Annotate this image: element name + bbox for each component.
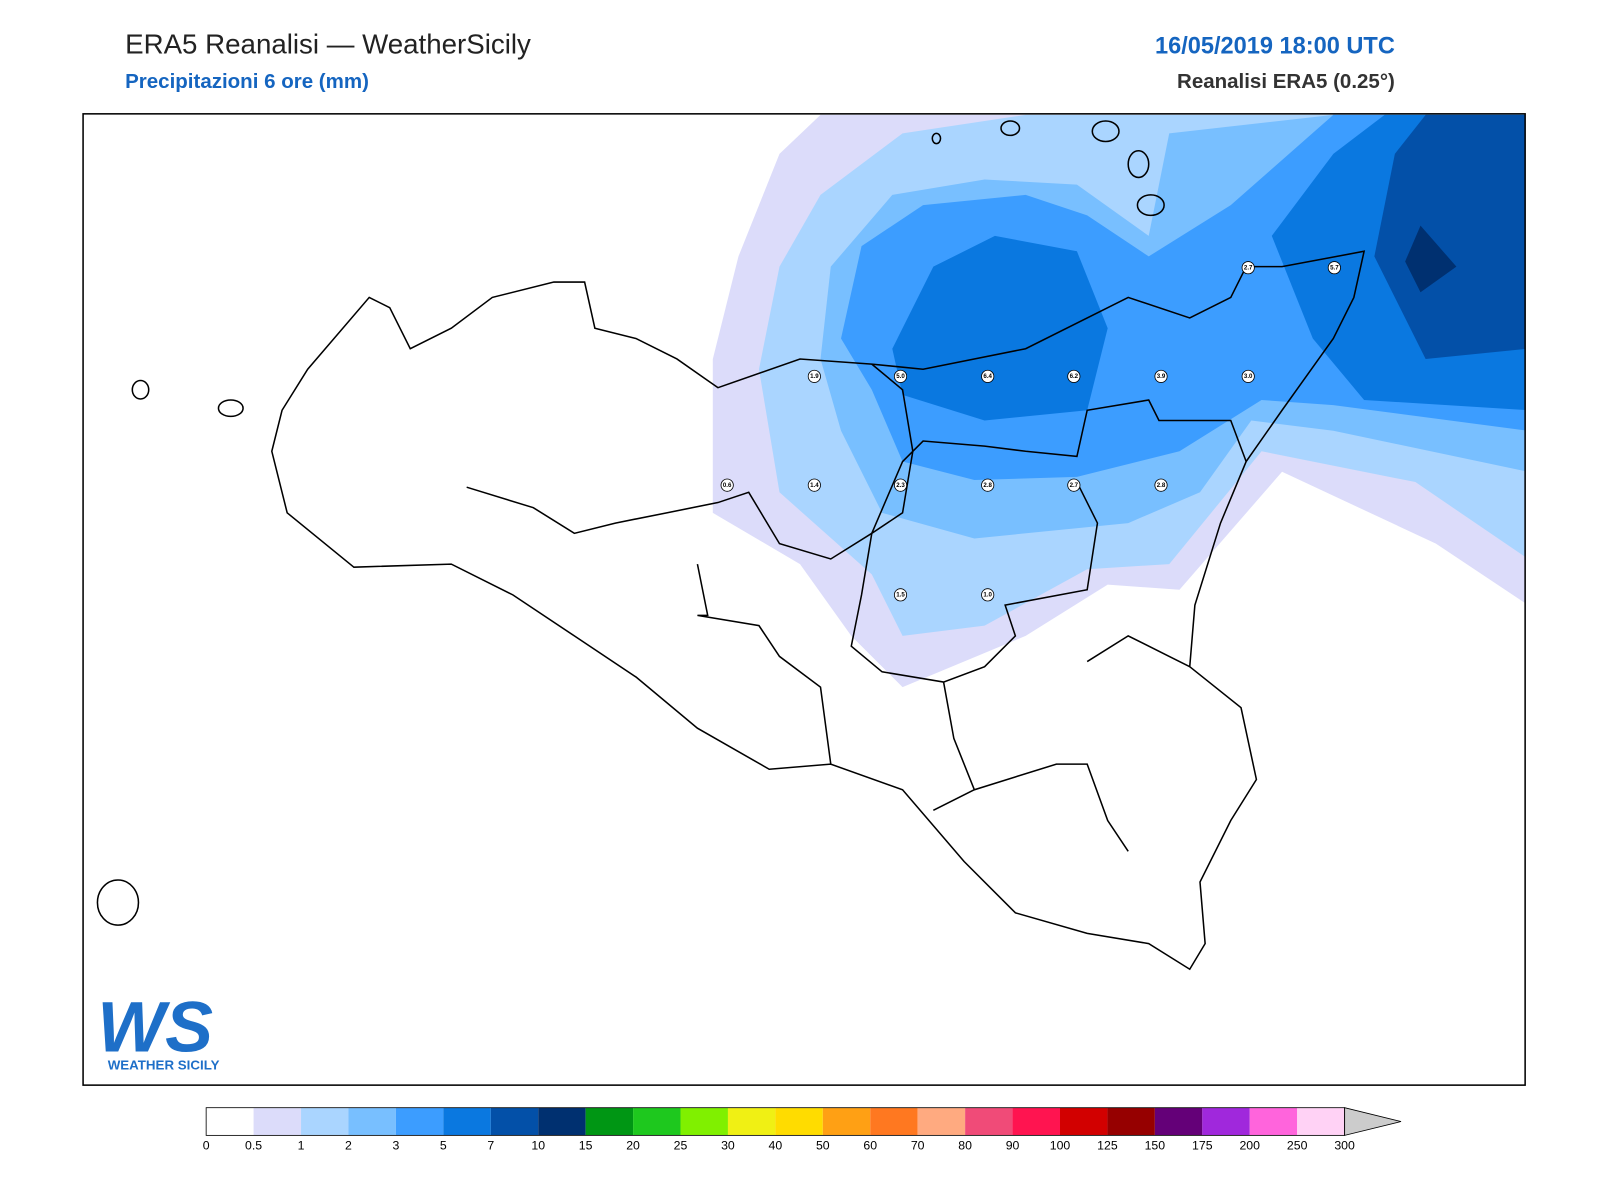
station-value: 3.0 (1244, 373, 1253, 380)
colorbar-tick-label: 0 (203, 1139, 210, 1153)
colorbar-bin (348, 1107, 396, 1136)
colorbar-tick-label: 70 (911, 1139, 925, 1153)
station-value: 3.9 (1157, 373, 1166, 380)
colorbar-bin (1202, 1107, 1250, 1136)
station-marker (981, 369, 995, 383)
station-value: 1.5 (896, 591, 905, 598)
station-value: 1.0 (983, 591, 992, 598)
station-value: 5.0 (896, 373, 905, 380)
colorbar-bin (680, 1107, 728, 1136)
colorbar-bin (775, 1107, 823, 1136)
colorbar-tick-label: 50 (816, 1139, 830, 1153)
source: Reanalisi ERA5 (0.25°) (1177, 70, 1395, 93)
colorbar-bin (1012, 1107, 1060, 1136)
colorbar-tick-label: 25 (674, 1139, 688, 1153)
station-marker (1327, 261, 1341, 275)
colorbar-bin (206, 1107, 254, 1136)
precip-field (712, 114, 1526, 688)
colorbar-bin (1154, 1107, 1203, 1136)
station-value: 2.8 (1157, 482, 1166, 489)
colorbar-bin (965, 1107, 1013, 1136)
title: ERA5 Reanalisi — WeatherSicily (125, 28, 531, 59)
station-value: 0.6 (723, 482, 732, 489)
station-value: 1.9 (810, 373, 819, 380)
station-marker (1154, 369, 1168, 383)
colorbar-extend (1344, 1107, 1402, 1136)
colorbar-tick-label: 20 (626, 1139, 640, 1153)
station-marker (1241, 369, 1255, 383)
station-marker (807, 369, 821, 383)
colorbar-tick-label: 100 (1050, 1139, 1071, 1153)
station-marker (893, 478, 908, 492)
station-marker (1154, 478, 1168, 492)
colorbar-bin (395, 1107, 444, 1136)
station-value: 2.8 (983, 482, 992, 489)
colorbar-tick-label: 15 (579, 1139, 593, 1153)
colorbar-tick-label: 60 (863, 1139, 877, 1153)
colorbar-bin (301, 1107, 349, 1136)
station-value: 2.7 (1244, 264, 1253, 271)
colorbar-tick-label: 30 (721, 1139, 735, 1153)
subtitle: Precipitazioni 6 ore (mm) (125, 70, 369, 93)
colorbar-tick-label: 250 (1287, 1139, 1308, 1153)
colorbar-tick-label: 175 (1192, 1139, 1213, 1153)
colorbar-frame (205, 1107, 1346, 1136)
colorbar-bin (1249, 1107, 1298, 1136)
colorbar-bin (490, 1107, 539, 1136)
colorbar-tick-label: 7 (487, 1139, 494, 1153)
datetime: 16/05/2019 18:00 UTC (1155, 32, 1395, 58)
colorbar-bin (1297, 1107, 1345, 1136)
station-value: 2.3 (896, 482, 905, 489)
logo-mark: WS (97, 987, 213, 1067)
colorbar-bin (443, 1107, 491, 1136)
stations: 2.7 5.7 1.9 5.0 6.4 6.2 3.9 3.0 0.6 1.4 2.3 2.8 2.7 2… (720, 261, 1341, 602)
station-value: 6.2 (1070, 373, 1079, 380)
colorbar-bin (1060, 1107, 1108, 1136)
coastline (96, 120, 1366, 971)
station-marker (807, 478, 821, 492)
colorbar-tick-label: 5 (440, 1139, 447, 1153)
logo-name: WEATHER SICILY (108, 1058, 220, 1073)
colorbar: 0 0.5 1 2 3 5 7 10 15 20 25 30 40 50 60 70 80 90 100 125 150… (203, 1107, 1402, 1153)
station-marker (1067, 369, 1081, 383)
colorbar-bin (538, 1107, 586, 1136)
map: 2.7 5.7 1.9 5.0 6.4 6.2 3.9 3.0 0.6 1.4 2.3 2.8 2.7 2… (82, 113, 1526, 1086)
colorbar-tick-label: 10 (531, 1139, 545, 1153)
colorbar-tick-label: 300 (1334, 1139, 1355, 1153)
colorbar-tick-label: 125 (1097, 1139, 1118, 1153)
station-marker (1067, 478, 1081, 492)
station-value: 1.4 (810, 482, 819, 489)
station-marker (981, 588, 995, 602)
station-marker (893, 369, 908, 383)
colorbar-bin (870, 1107, 918, 1136)
colorbar-tick-label: 80 (958, 1139, 972, 1153)
colorbar-bin (633, 1107, 681, 1136)
colorbar-bin (1107, 1107, 1155, 1136)
colorbar-tick-label: 40 (769, 1139, 783, 1153)
colorbar-tick-label: 200 (1239, 1139, 1260, 1153)
station-value: 2.7 (1070, 482, 1079, 489)
station-marker (893, 588, 908, 602)
colorbar-tick-label: 90 (1006, 1139, 1020, 1153)
colorbar-tick-label: 1 (298, 1139, 305, 1153)
colorbar-bin (822, 1107, 871, 1136)
station-marker (1241, 261, 1255, 275)
station-value: 6.4 (983, 373, 992, 380)
station-marker (981, 478, 995, 492)
colorbar-bin (585, 1107, 634, 1136)
colorbar-bin (727, 1107, 776, 1136)
station-marker (720, 478, 734, 492)
colorbar-tick-label: 0.5 (245, 1139, 262, 1153)
colorbar-bin (253, 1107, 302, 1136)
colorbar-tick-label: 150 (1145, 1139, 1166, 1153)
colorbar-tick-label: 2 (345, 1139, 352, 1153)
colorbar-bin (917, 1107, 966, 1136)
station-value: 5.7 (1330, 264, 1339, 271)
colorbar-tick-label: 3 (392, 1139, 399, 1153)
map-frame (82, 113, 1526, 1086)
